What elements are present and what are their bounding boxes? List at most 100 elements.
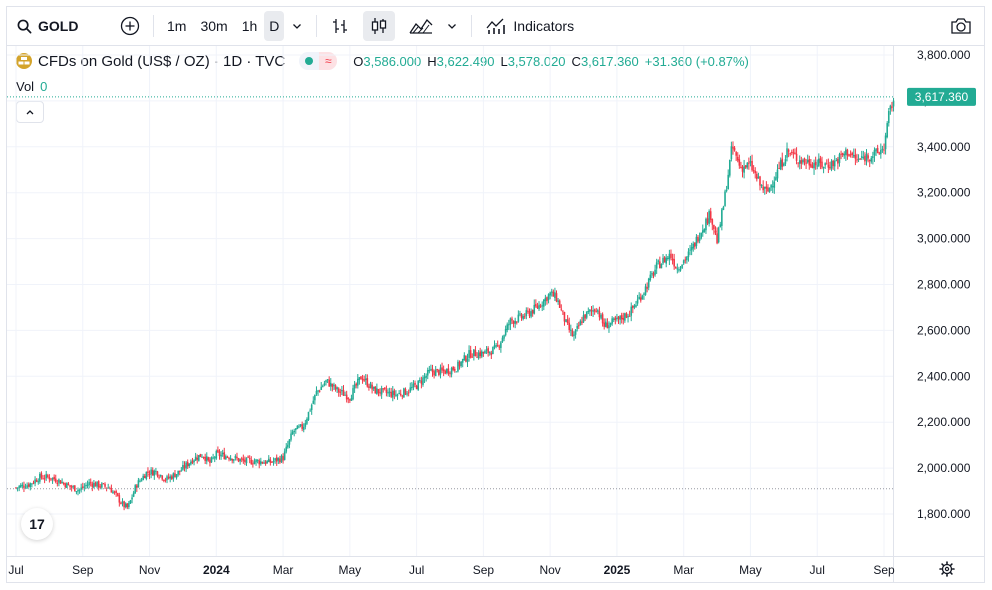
candle-body [260, 461, 262, 465]
snapshot-button[interactable] [944, 11, 978, 41]
candle-body [496, 345, 499, 347]
bars-style-button[interactable] [325, 11, 355, 41]
candle-body [845, 149, 847, 155]
symbol-search[interactable]: GOLD [17, 18, 101, 34]
x-tick-label: Mar [673, 563, 694, 577]
tradingview-logo[interactable]: 17 [21, 508, 53, 540]
series-title[interactable]: CFDs on Gold (US$ / OZ) · 1D · TVC [38, 52, 286, 70]
candle-body [692, 243, 695, 249]
candle-body [205, 456, 208, 462]
candle-body [298, 426, 300, 428]
candle-body [584, 314, 586, 319]
candle-body [356, 378, 359, 386]
y-tick-label: 2,000.000 [917, 461, 971, 475]
candle-body [426, 370, 429, 376]
candle-body [806, 160, 809, 163]
candle-body [562, 310, 564, 312]
style-dropdown[interactable] [441, 11, 463, 41]
candle-body [552, 291, 555, 297]
candle-body [384, 387, 386, 390]
candle-body [585, 311, 588, 318]
candle-body [652, 272, 655, 276]
interval-d[interactable]: D [264, 11, 285, 41]
candle-body [32, 482, 35, 484]
candle-body [818, 158, 820, 166]
candle-body [406, 393, 408, 395]
candle-body [722, 206, 725, 210]
settings-gear-icon[interactable] [939, 561, 955, 577]
candle-body [490, 353, 493, 355]
candle-body [61, 482, 63, 484]
y-tick-label: 3,000.000 [917, 232, 971, 246]
candle-body [299, 424, 302, 426]
candle-body [45, 474, 48, 479]
candle-body [422, 377, 424, 385]
candle-body [418, 379, 421, 381]
candle-body [263, 462, 265, 464]
candle-body [714, 230, 717, 233]
candle-body [256, 460, 259, 462]
toolbar-divider [153, 15, 154, 37]
candle-body [565, 319, 567, 322]
time-axis[interactable]: Jul Sep Nov 2024 Mar May Jul Sep Nov 2025 Mar May Ju… [8, 563, 895, 577]
candle-body [409, 387, 412, 392]
candle-body [283, 451, 286, 460]
candles-style-button[interactable] [363, 11, 396, 41]
candle-body [81, 486, 84, 488]
candle-body [784, 159, 787, 164]
candle-body [450, 368, 453, 375]
x-tick-label: 2025 [604, 563, 631, 577]
candle-body [26, 485, 28, 488]
candle-body [558, 300, 561, 308]
candle-body [762, 186, 764, 191]
interval-1m[interactable]: 1m [167, 18, 187, 34]
candle-body [744, 165, 747, 168]
candle-body [581, 321, 583, 323]
candle-body [484, 350, 486, 354]
candle-body [266, 460, 268, 464]
candle-body [442, 369, 445, 372]
compare-button[interactable] [115, 11, 145, 41]
candle-body [134, 485, 137, 493]
price-axis[interactable]: 1,800.000 2,000.000 2,200.000 2,400.000 2,60… [917, 48, 971, 521]
candle-body [813, 162, 815, 169]
candle-body [31, 483, 33, 485]
interval-30m[interactable]: 30m [200, 18, 228, 34]
gold-bars-icon [16, 53, 32, 69]
candle-body [724, 191, 726, 206]
interval-1h[interactable]: 1h [241, 18, 258, 34]
y-tick-label: 3,200.000 [917, 186, 971, 200]
indicators-button[interactable]: Indicators [480, 11, 579, 41]
candle-body [411, 386, 413, 389]
candle-body [794, 152, 796, 155]
candle-body [37, 481, 40, 483]
candle-body [39, 473, 41, 482]
candle-body [862, 157, 865, 159]
interval-dropdown[interactable] [286, 11, 308, 41]
candle-body [727, 174, 730, 190]
candle-body [363, 379, 365, 381]
candle-body [649, 274, 652, 280]
candle-body [371, 384, 373, 390]
area-style-button[interactable] [403, 11, 439, 41]
close-value: 3,617.360 [580, 53, 639, 69]
candle-body [595, 311, 598, 313]
candle-body [325, 380, 327, 383]
candle-body [854, 154, 857, 159]
candle-body [590, 310, 593, 312]
x-tick-label: 2024 [203, 563, 230, 577]
candle-body [336, 387, 338, 390]
candle-body [592, 310, 594, 312]
candle-body [151, 470, 154, 476]
candle-body [287, 444, 289, 448]
candle-body [425, 375, 427, 378]
area-chart-icon [409, 18, 433, 34]
candle-body [856, 159, 858, 161]
candle-body [479, 351, 482, 357]
candle-body [476, 356, 478, 358]
market-status-pill[interactable]: ≈ [299, 52, 338, 70]
candle-body [420, 380, 423, 384]
candle-body [96, 481, 98, 487]
candle-body [186, 462, 189, 467]
